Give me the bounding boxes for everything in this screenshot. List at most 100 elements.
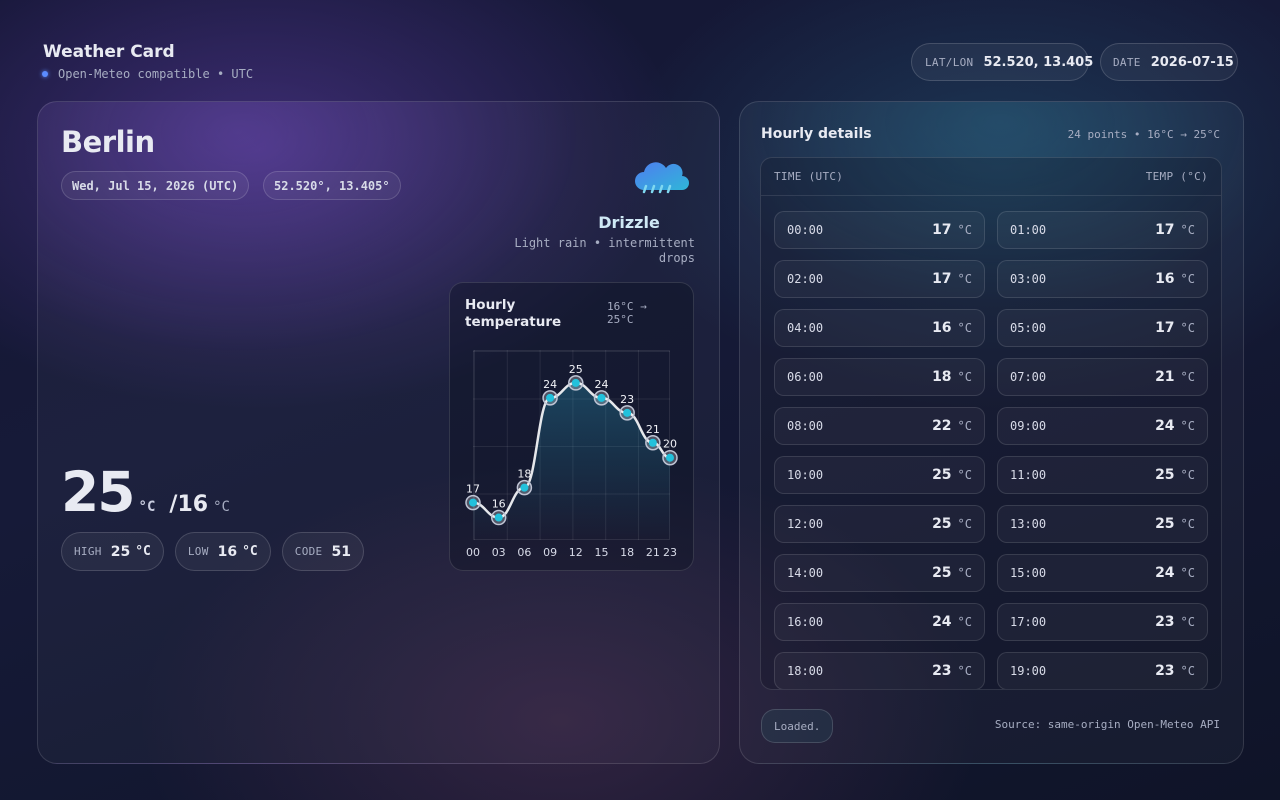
hour-unit: °C [1180, 419, 1195, 433]
hour-cell: 12:00 25 °C [774, 505, 985, 543]
hour-cell: 16:00 24 °C [774, 603, 985, 641]
hourly-table: TIME (UTC) TEMP (°C) 00:00 17 °C 01:00 17 °C 0… [760, 157, 1222, 690]
hour-unit: °C [957, 468, 972, 482]
hour-time: 01:00 [1010, 223, 1047, 237]
condition: Drizzle [598, 213, 660, 232]
hour-time: 15:00 [1010, 566, 1047, 580]
hour-cell: 14:00 25 °C [774, 554, 985, 592]
latlon-value: 52.520, 13.405 [983, 54, 1094, 70]
chart-grid [473, 350, 670, 540]
hour-temp: 21 [1155, 369, 1175, 385]
hour-time: 06:00 [787, 370, 824, 384]
hour-temp: 22 [932, 418, 952, 434]
hour-temp: 25 [1155, 467, 1175, 483]
hourly-card [739, 101, 1244, 764]
hour-cell: 17:00 23 °C [997, 603, 1208, 641]
hour-unit: °C [957, 615, 972, 629]
stat-unit: °C [135, 544, 151, 559]
table-rows: 00:00 17 °C 01:00 17 °C 02:00 17 °C 03:00 16 °C 04:0… [761, 196, 1221, 689]
hour-temp: 25 [932, 516, 952, 532]
hour-time: 05:00 [1010, 321, 1047, 335]
hour-temp: 17 [932, 271, 952, 287]
hour-time: 02:00 [787, 272, 824, 286]
latlon-pill: LAT/LON 52.520, 13.405 [911, 43, 1093, 81]
hour-unit: °C [957, 517, 972, 531]
stat-pill: HIGH 25 °C [61, 532, 164, 571]
hour-temp: 25 [932, 565, 952, 581]
hour-cell: 08:00 22 °C [774, 407, 985, 445]
separator: / [169, 492, 178, 517]
coords-chip: 52.520°, 13.405° [263, 171, 401, 200]
column-header: TIME (UTC) [774, 170, 844, 183]
hour-time: 19:00 [1010, 664, 1047, 678]
hour-time: 14:00 [787, 566, 824, 580]
weather-icon [635, 162, 689, 194]
app-title: Weather Card [43, 42, 175, 62]
hour-temp: 16 [1155, 271, 1175, 287]
low-unit: °C [213, 499, 230, 515]
hour-temp: 24 [1155, 418, 1175, 434]
stat-label: CODE [294, 545, 323, 558]
hourly-title: Hourly details [761, 126, 872, 142]
hour-unit: °C [957, 321, 972, 335]
app-subtitle: Open-Meteo compatible • UTC [58, 67, 254, 81]
hour-unit: °C [1180, 370, 1195, 384]
hour-unit: °C [957, 664, 972, 678]
date-pill: DATE 2026-07-15 [1100, 43, 1238, 81]
stat-value: 25 [110, 543, 131, 560]
hour-unit: °C [1180, 321, 1195, 335]
hour-cell: 06:00 18 °C [774, 358, 985, 396]
hour-cell: 07:00 21 °C [997, 358, 1208, 396]
hour-unit: °C [957, 419, 972, 433]
hour-temp: 18 [932, 369, 952, 385]
hour-cell: 10:00 25 °C [774, 456, 985, 494]
hour-cell: 18:00 23 °C [774, 652, 985, 689]
stats: HIGH 25 °C LOW 16 °C CODE 51 [61, 532, 364, 571]
table-header: TIME (UTC) TEMP (°C) [761, 158, 1221, 196]
hour-cell: 02:00 17 °C [774, 260, 985, 298]
status-dot [42, 71, 48, 77]
hour-unit: °C [1180, 468, 1195, 482]
hour-cell: 13:00 25 °C [997, 505, 1208, 543]
temperature: 25 [61, 460, 136, 524]
column-header: TEMP (°C) [1145, 170, 1208, 183]
stat-label: LOW [187, 545, 209, 558]
stat-unit: °C [242, 544, 258, 559]
hour-unit: °C [1180, 566, 1195, 580]
hour-temp: 16 [932, 320, 952, 336]
hour-unit: °C [957, 370, 972, 384]
hour-cell: 19:00 23 °C [997, 652, 1208, 689]
city: Berlin [61, 125, 155, 159]
hour-cell: 09:00 24 °C [997, 407, 1208, 445]
hour-temp: 25 [1155, 516, 1175, 532]
hour-time: 11:00 [1010, 468, 1047, 482]
hour-unit: °C [1180, 664, 1195, 678]
stat-label: HIGH [74, 545, 102, 558]
hour-temp: 23 [1155, 663, 1175, 679]
hour-temp: 23 [1155, 614, 1175, 630]
latlon-label: LAT/LON [925, 55, 974, 69]
chart-range: 16°C → 25°C [607, 300, 647, 326]
hour-temp: 24 [932, 614, 952, 630]
hour-time: 07:00 [1010, 370, 1047, 384]
condition-description: Light rain • intermittent drops [514, 236, 695, 265]
hour-cell: 15:00 24 °C [997, 554, 1208, 592]
source: Source: same-origin Open-Meteo API [994, 718, 1220, 731]
date-chip: Wed, Jul 15, 2026 (UTC) [61, 171, 250, 200]
date-label: DATE [1113, 55, 1141, 69]
stat-value: 16 [217, 543, 238, 560]
hour-time: 18:00 [787, 664, 824, 678]
hour-cell: 00:00 17 °C [774, 211, 985, 249]
hour-time: 16:00 [787, 615, 824, 629]
hour-time: 09:00 [1010, 419, 1047, 433]
hour-temp: 25 [932, 467, 952, 483]
hour-unit: °C [957, 272, 972, 286]
chart-title: Hourly temperature [465, 297, 562, 330]
hour-time: 13:00 [1010, 517, 1047, 531]
hour-unit: °C [1180, 272, 1195, 286]
stat-value: 51 [331, 543, 351, 560]
hour-temp: 17 [932, 222, 952, 238]
hour-temp: 17 [1155, 320, 1175, 336]
